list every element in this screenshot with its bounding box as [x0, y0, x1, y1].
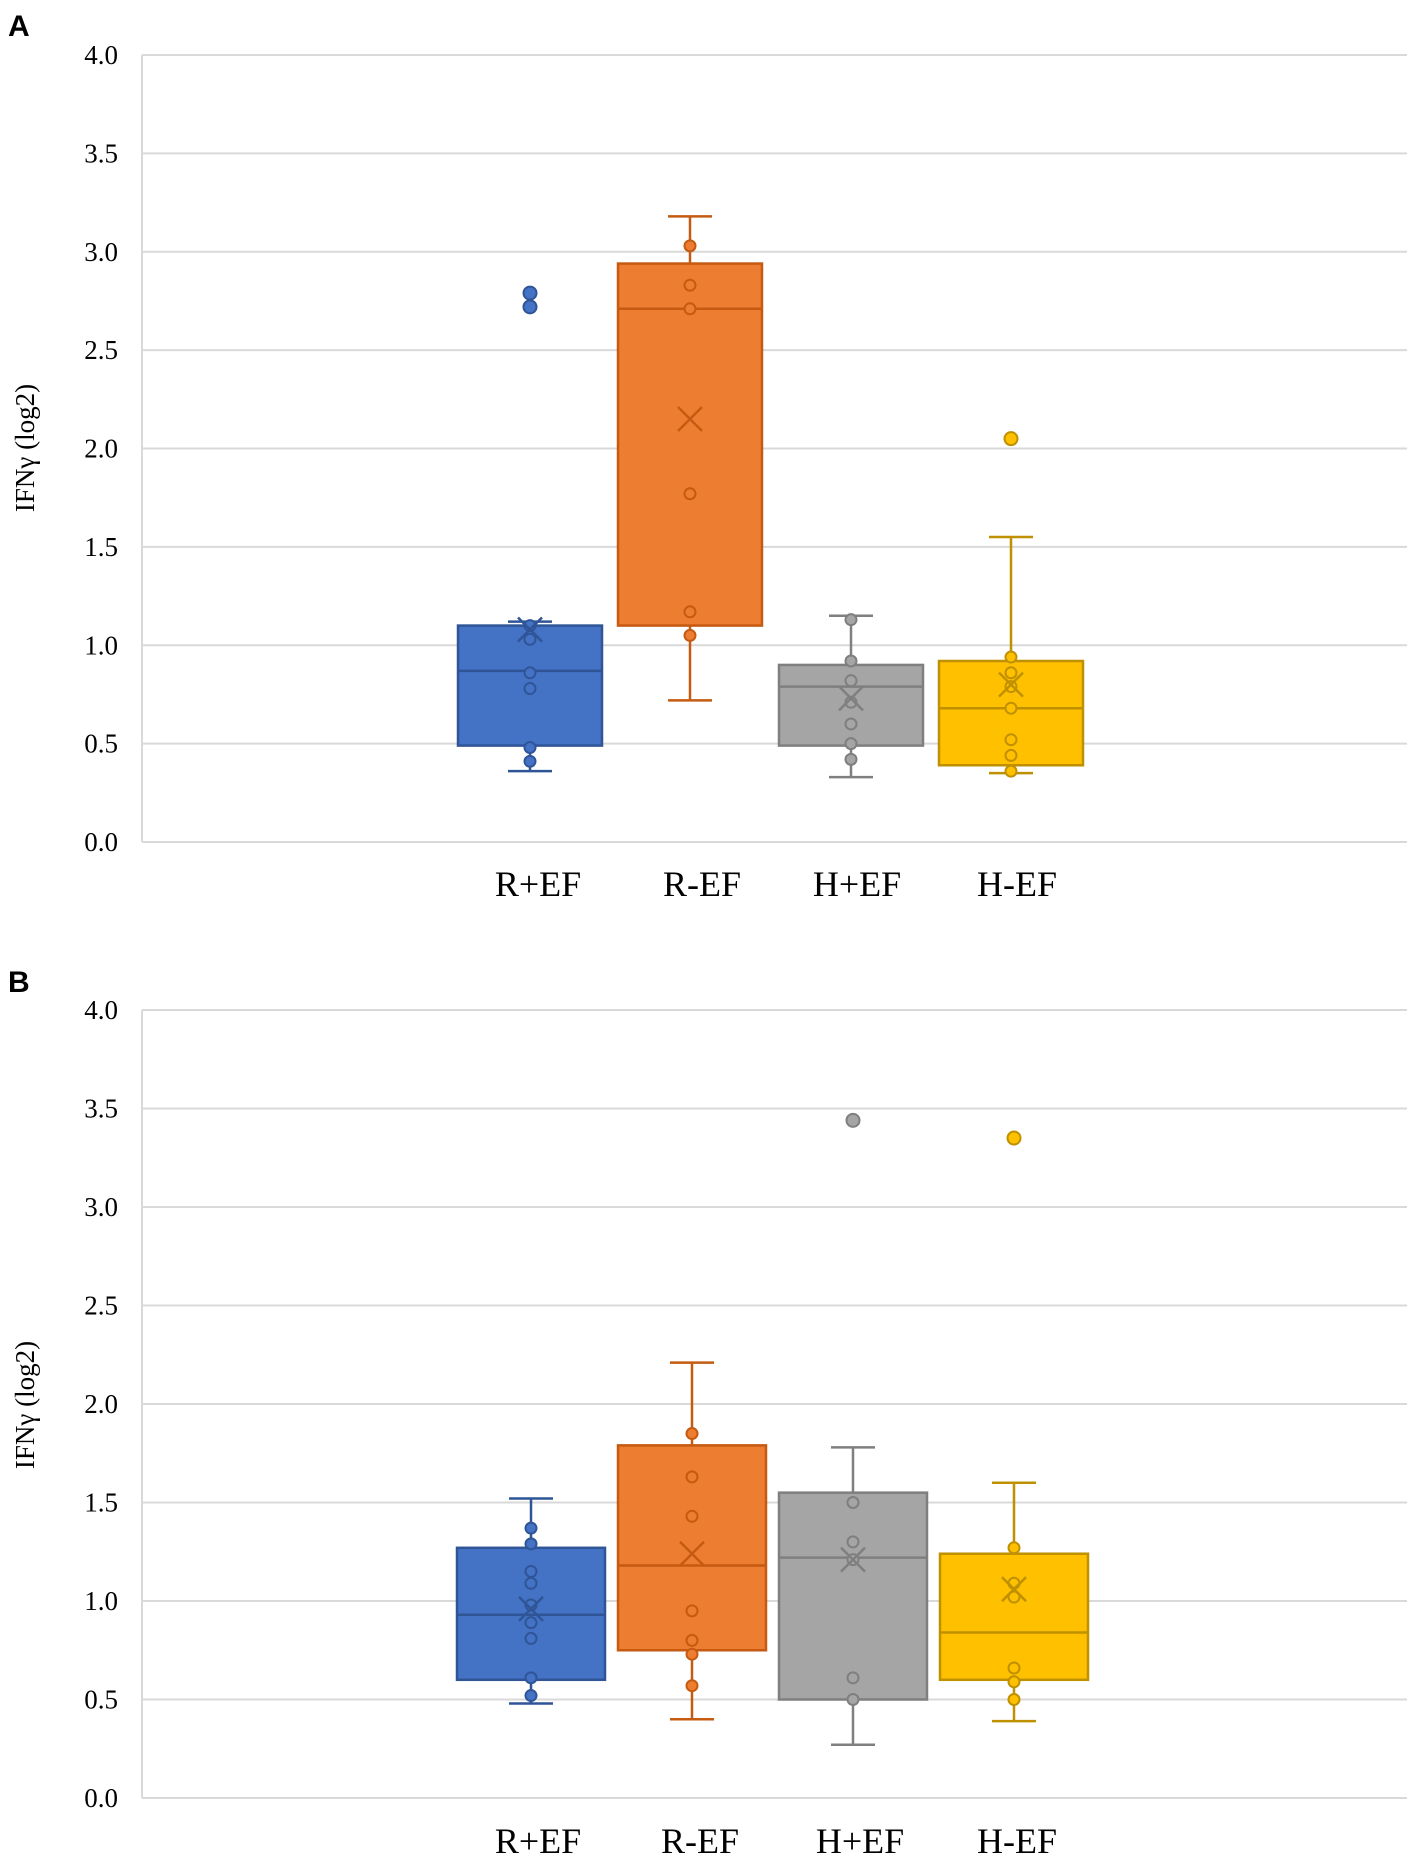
data-point [1004, 764, 1018, 778]
data-point [1004, 701, 1018, 715]
data-point [524, 1576, 538, 1590]
y-tick-label: 4.0 [84, 995, 118, 1025]
outlier-point [1006, 1130, 1022, 1146]
y-tick-label: 2.5 [84, 1291, 118, 1321]
outlier-point [845, 1112, 861, 1128]
data-point [846, 1496, 860, 1509]
data-point [523, 754, 537, 768]
chart-panel-b: B 0.0 0.5 1.0 1.5 2.0 2.5 3.0 3.5 4.0 IFNγ (log2) R… [8, 966, 1407, 1861]
x-category-label: R+EF [495, 864, 581, 904]
mean-marker [677, 406, 703, 432]
data-point [844, 654, 858, 668]
data-point [524, 1689, 538, 1703]
y-tick-label: 3.5 [84, 138, 118, 168]
y-tick-label: 0.0 [84, 1783, 118, 1813]
outlier-point [522, 299, 538, 315]
panel-letter: B [8, 966, 30, 999]
data-point [1007, 1541, 1021, 1555]
x-category-label: H-EF [977, 864, 1057, 904]
data-point [685, 1604, 699, 1618]
data-point [685, 1470, 699, 1484]
panel-letter: A [8, 10, 30, 43]
data-point [844, 674, 858, 688]
x-category-label: R-EF [663, 864, 741, 904]
data-point [523, 632, 537, 646]
y-tick-label: 1.5 [84, 532, 118, 562]
mean-marker [840, 1546, 866, 1573]
box-H-EF [938, 1552, 1090, 1682]
data-point [1004, 680, 1018, 694]
data-point [685, 1647, 699, 1661]
chart-panel-a: A 0.0 0.5 1.0 1.5 2.0 2.5 3.0 3.5 4.0 IFNγ (log2) R… [8, 10, 1407, 904]
data-point [523, 741, 537, 755]
data-point [683, 605, 697, 619]
mean-marker [838, 685, 864, 712]
y-tick-label: 0.5 [84, 729, 118, 759]
data-point [683, 239, 697, 253]
y-tick-label: 3.0 [84, 237, 118, 267]
data-point [1004, 748, 1018, 762]
data-point [685, 1509, 699, 1523]
mean-marker [1001, 1576, 1027, 1603]
data-point [844, 752, 858, 766]
data-point [846, 1693, 860, 1706]
mean-marker [679, 1540, 705, 1567]
outlier-point [1003, 431, 1019, 447]
x-category-label: R+EF [495, 1821, 581, 1861]
y-tick-label: 1.0 [84, 630, 118, 660]
data-point [685, 1633, 699, 1647]
data-point [1004, 666, 1018, 680]
data-point [844, 737, 858, 751]
data-point [524, 1537, 538, 1551]
data-point [1007, 1675, 1021, 1689]
data-point [844, 613, 858, 627]
y-tick-label: 2.0 [84, 1389, 118, 1419]
box-H+EF [777, 1491, 929, 1701]
y-tick-label: 3.5 [84, 1094, 118, 1124]
y-tick-label: 1.0 [84, 1586, 118, 1616]
data-point [524, 1631, 538, 1645]
data-point [685, 1679, 699, 1693]
data-point [1004, 733, 1018, 747]
y-axis-label: IFNγ (log2) [10, 384, 40, 512]
mean-marker [517, 616, 543, 643]
data-point [683, 302, 697, 316]
y-tick-label: 0.0 [84, 827, 118, 857]
data-point [524, 1671, 538, 1685]
data-point [1007, 1693, 1021, 1706]
x-category-label: R-EF [661, 1821, 739, 1861]
data-point [524, 1521, 538, 1535]
data-point [846, 1535, 860, 1549]
y-tick-label: 4.0 [84, 40, 118, 70]
data-point [683, 628, 697, 642]
mean-marker [518, 1595, 544, 1622]
x-category-label: H+EF [816, 1821, 904, 1861]
y-tick-label: 0.5 [84, 1685, 118, 1715]
box-R-EF [616, 262, 764, 627]
y-tick-label: 3.0 [84, 1192, 118, 1222]
data-point [1007, 1590, 1021, 1604]
data-point [683, 278, 697, 292]
data-point [844, 717, 858, 731]
data-point [1007, 1576, 1021, 1590]
x-category-label: H+EF [813, 864, 901, 904]
data-point [523, 682, 537, 696]
data-point [1004, 650, 1018, 664]
y-tick-label: 2.5 [84, 335, 118, 365]
y-axis-label: IFNγ (log2) [10, 1341, 40, 1469]
data-point [685, 1427, 699, 1441]
data-point [1007, 1661, 1021, 1675]
outlier-point [522, 285, 538, 301]
x-category-label: H-EF [977, 1821, 1057, 1861]
data-point [846, 1671, 860, 1685]
data-point [683, 487, 697, 501]
data-point [524, 1564, 538, 1578]
y-tick-label: 2.0 [84, 434, 118, 464]
y-tick-label: 1.5 [84, 1488, 118, 1518]
data-point [523, 666, 537, 680]
data-point [524, 1616, 538, 1630]
mean-marker [998, 671, 1024, 698]
